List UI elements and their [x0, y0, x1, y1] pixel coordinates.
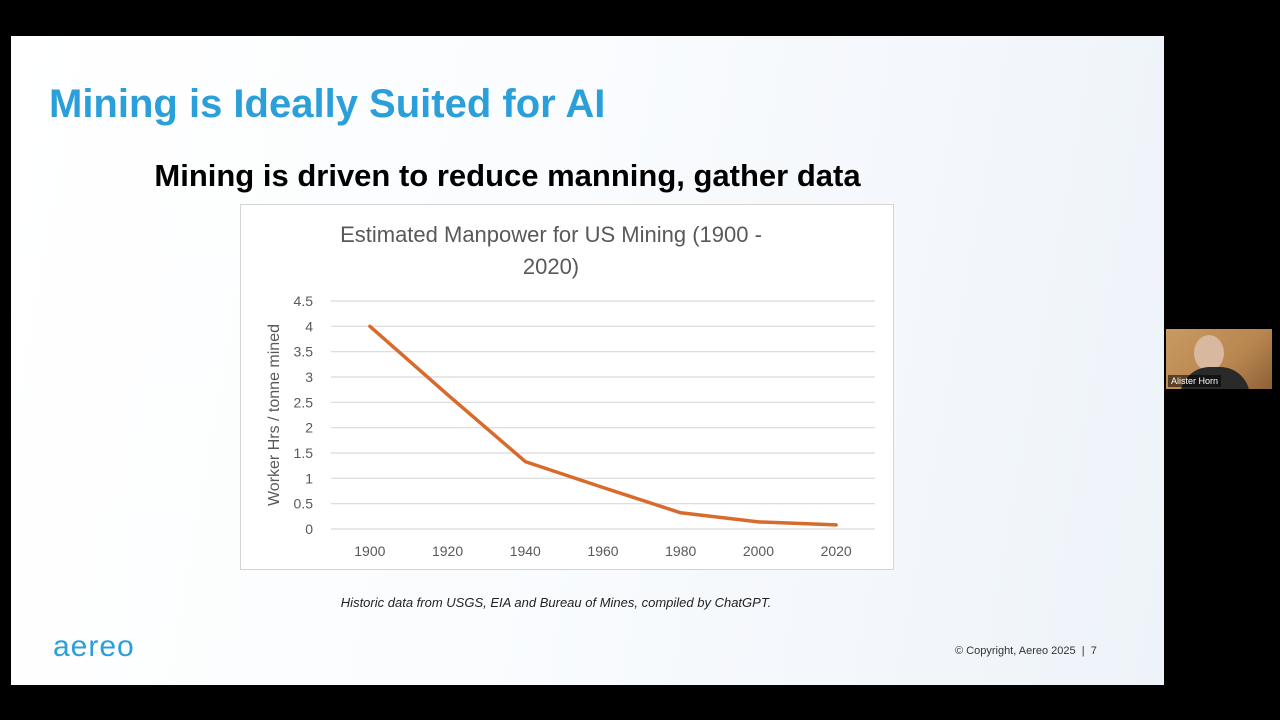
chart-title-line-2: 2020) — [522, 254, 580, 279]
y-axis-label: Worker Hrs / tonne mined — [266, 324, 283, 506]
page-number: 7 — [1090, 645, 1097, 657]
y-tick-label: 4.5 — [294, 293, 314, 309]
x-tick-label: 2000 — [743, 543, 774, 559]
x-tick-label: 1960 — [587, 543, 618, 559]
x-tick-label: 1900 — [354, 543, 385, 559]
chart-caption: Historic data from USGS, EIA and Bureau … — [340, 595, 772, 610]
participant-head — [1194, 335, 1224, 371]
footer-copyright: © Copyright, Aereo 2025 | 7 — [955, 645, 1097, 657]
footer-divider: | — [1078, 645, 1088, 657]
y-tick-label: 3 — [305, 369, 313, 385]
line-chart: 0 0.5 1 1.5 2 2.5 3 3.5 4 4.5 1900 1920 1940 1960 198… — [266, 293, 875, 559]
chart-title: Estimated Manpower for US Mining (1900 -… — [281, 219, 821, 283]
y-tick-label: 3.5 — [294, 344, 314, 360]
copyright-text: © Copyright, Aereo 2025 — [955, 645, 1076, 657]
chart-frame: Estimated Manpower for US Mining (1900 -… — [240, 204, 894, 570]
y-tick-label: 1 — [305, 470, 313, 486]
series-line — [368, 324, 838, 527]
participant-video-tile[interactable]: Alister Horn — [1166, 329, 1272, 389]
y-tick-label: 2.5 — [294, 394, 314, 410]
y-tick-label: 4 — [305, 318, 313, 334]
y-tick-label: 1.5 — [294, 445, 314, 461]
slide-title: Mining is Ideally Suited for AI — [49, 82, 606, 126]
slide: Mining is Ideally Suited for AI Mining i… — [11, 36, 1164, 685]
y-tick-label: 0.5 — [294, 496, 314, 512]
participant-name: Alister Horn — [1168, 375, 1222, 387]
y-tick-label: 2 — [305, 420, 313, 436]
chart-title-line-1: Estimated Manpower for US Mining (1900 - — [340, 222, 762, 247]
x-tick-label: 2020 — [821, 543, 852, 559]
x-tick-label: 1920 — [432, 543, 463, 559]
y-tick-label: 0 — [305, 521, 313, 537]
x-tick-label: 1940 — [510, 543, 541, 559]
slide-subtitle: Mining is driven to reduce manning, gath… — [154, 158, 861, 193]
x-tick-label: 1980 — [665, 543, 696, 559]
aereo-logo: aereo — [53, 630, 135, 663]
